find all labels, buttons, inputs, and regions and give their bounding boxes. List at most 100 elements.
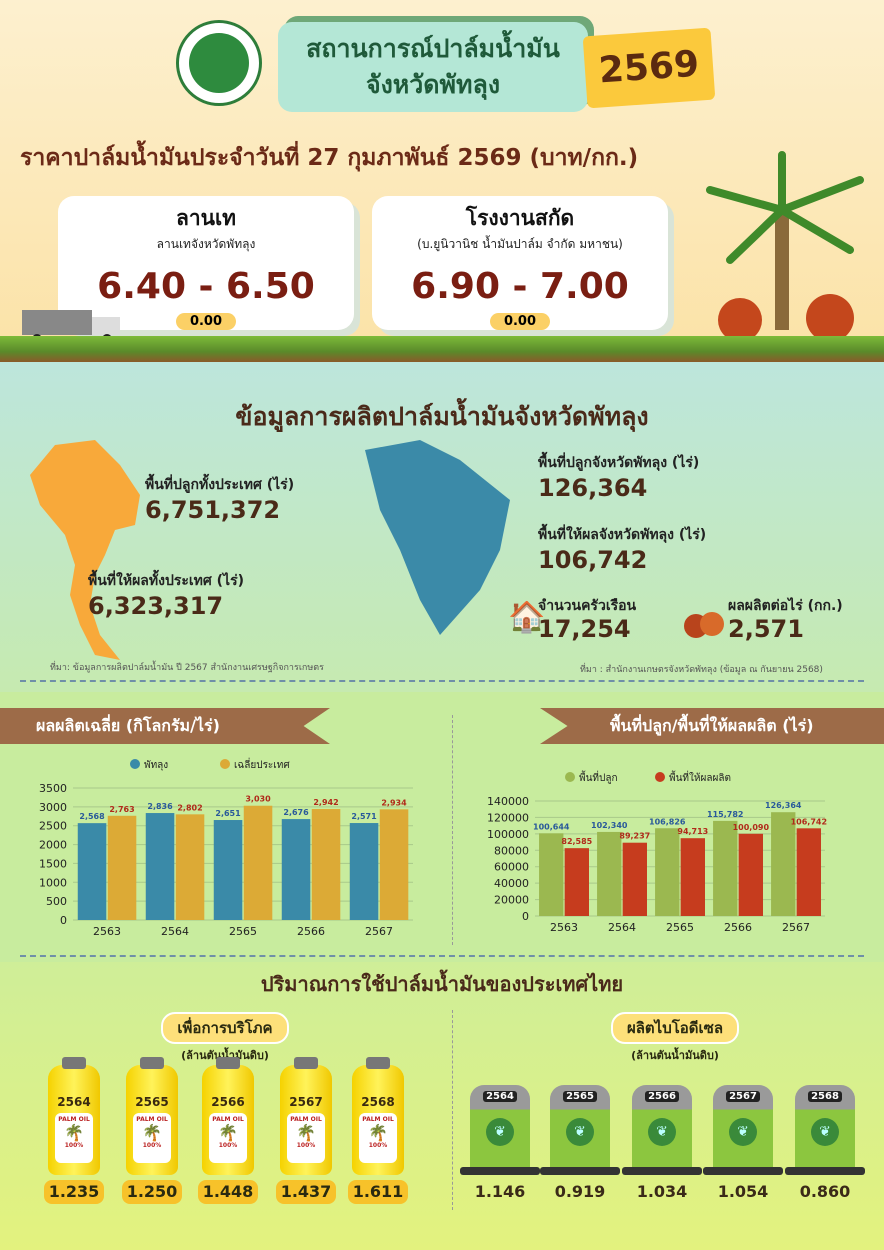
card-subtitle: (บ.ยูนิวานิช น้ำมันปาล์ม จำกัด มหาชน): [417, 237, 623, 251]
y-tick-label: 40000: [494, 877, 529, 890]
data-label: 2,568: [79, 812, 105, 821]
chart2-title: พื้นที่ปลูก/พื้นที่ให้ผลผลิต (ไร่): [540, 708, 884, 744]
prov-bearing-label: พื้นที่ให้ผลจังหวัดพัทลุง (ไร่): [538, 527, 707, 543]
bottle-label-text: PALM OIL: [58, 1116, 90, 1123]
biodiesel-value: 0.860: [799, 1182, 851, 1201]
data-label: 3,030: [245, 795, 271, 804]
x-tick-label: 2564: [161, 925, 189, 938]
bottle-label-text: PALM OIL: [362, 1116, 394, 1123]
consumption-value: 1.611: [348, 1180, 408, 1204]
x-tick-label: 2563: [93, 925, 121, 938]
palm-oil-label: PALM OIL 🌴 100%: [55, 1113, 93, 1163]
card-title: โรงงานสกัด: [465, 206, 575, 230]
title-line-2: จังหวัดพัทลุง: [365, 70, 501, 99]
consumption-value: 1.250: [122, 1180, 182, 1204]
price-card-mill: โรงงานสกัด (บ.ยูนิวานิช น้ำมันปาล์ม จำกั…: [372, 196, 668, 330]
bottle-pct: 100%: [64, 1142, 84, 1149]
usage-divider: [452, 1010, 453, 1210]
prov-area-value: 126,364: [538, 474, 648, 502]
palm-oil-label: PALM OIL 🌴 100%: [209, 1113, 247, 1163]
national-bearing-label: พื้นที่ให้ผลทั้งประเทศ (ไร่): [88, 573, 244, 589]
year-badge: 2569: [582, 27, 716, 109]
leaf-drop-icon: ❦: [566, 1118, 594, 1146]
bar-พื้นที่ปลูก: [713, 820, 738, 916]
bar-พัทลุง: [281, 819, 311, 920]
data-label: 102,340: [591, 821, 628, 830]
legend-label: เฉลี่ยประเทศ: [234, 757, 290, 771]
y-tick-label: 60000: [494, 861, 529, 874]
biodiesel-label: ผลิตไบโอดีเซล: [610, 1012, 740, 1044]
data-label: 2,651: [215, 809, 241, 818]
bottle-year: 2565: [135, 1095, 169, 1109]
palm-icon: 🌴: [64, 1123, 84, 1142]
data-label: 94,713: [677, 827, 708, 836]
bottle-label-text: PALM OIL: [136, 1116, 168, 1123]
palm-oil-label: PALM OIL 🌴 100%: [359, 1113, 397, 1163]
pump-year: 2568: [808, 1091, 842, 1102]
bottle-label-text: PALM OIL: [212, 1116, 244, 1123]
bar-เฉลี่ยประเทศ: [107, 815, 137, 920]
y-tick-label: 3500: [39, 782, 67, 795]
production-title: ข้อมูลการผลิตปาล์มน้ำมันจังหวัดพัทลุง: [235, 402, 649, 431]
bar-พื้นที่ให้ผลผลิต: [738, 833, 763, 916]
bottle-pct: 100%: [296, 1142, 316, 1149]
legend-swatch: [220, 759, 230, 769]
bar-พัทลุง: [145, 813, 175, 920]
y-tick-label: 100000: [487, 828, 529, 841]
bottle-cap: [216, 1057, 240, 1069]
y-tick-label: 500: [46, 895, 67, 908]
bottle-cap: [294, 1057, 318, 1069]
biodiesel-value: 1.054: [717, 1182, 769, 1201]
pump-base: [785, 1167, 865, 1175]
bottle-pct: 100%: [142, 1142, 162, 1149]
divider: [20, 680, 864, 682]
pump-base: [460, 1167, 540, 1175]
x-tick-label: 2566: [724, 921, 752, 934]
chart1-title: ผลผลิตเฉลี่ย (กิโลกรัม/ไร่): [0, 708, 330, 744]
fuel-pump: 2567 ❦: [713, 1085, 773, 1167]
leaf-drop-icon: ❦: [486, 1118, 514, 1146]
bar-เฉลี่ยประเทศ: [379, 809, 409, 920]
bar-เฉลี่ยประเทศ: [311, 809, 341, 920]
bar-พื้นที่ให้ผลผลิต: [796, 828, 821, 916]
pump-year: 2565: [563, 1091, 597, 1102]
data-label: 2,763: [109, 805, 134, 814]
households-value: 17,254: [538, 615, 631, 643]
x-tick-label: 2567: [365, 925, 393, 938]
y-tick-label: 3000: [39, 801, 67, 814]
y-tick-label: 2500: [39, 820, 67, 833]
palm-fruit-icon: [684, 612, 724, 638]
fuel-pump: 2568 ❦: [795, 1085, 855, 1167]
consumption-value: 1.448: [198, 1180, 258, 1204]
data-label: 106,742: [791, 817, 827, 826]
bottle-cap: [62, 1057, 86, 1069]
bottle-label-text: PALM OIL: [290, 1116, 322, 1123]
y-tick-label: 0: [522, 910, 529, 923]
bottle-pct: 100%: [368, 1142, 388, 1149]
pump-year: 2567: [726, 1091, 760, 1102]
data-label: 89,237: [619, 832, 650, 841]
price-card-yard: ลานเท ลานเทจังหวัดพัทลุง 6.40 - 6.50 0.0…: [58, 196, 354, 330]
fuel-pump: 2565 ❦: [550, 1085, 610, 1167]
leaf-drop-icon: ❦: [811, 1118, 839, 1146]
grass-strip: [0, 336, 884, 362]
legend-swatch: [130, 759, 140, 769]
data-label: 82,585: [561, 837, 592, 846]
data-label: 2,934: [381, 798, 407, 807]
bar-พัทลุง: [77, 823, 107, 920]
palm-icon: 🌴: [296, 1123, 316, 1142]
fuel-pump: 2566 ❦: [632, 1085, 692, 1167]
page-title: สถานการณ์ปาล์มน้ำมัน จังหวัดพัทลุง: [278, 22, 588, 112]
data-label: 2,676: [283, 808, 309, 817]
bar-พื้นที่ปลูก: [597, 831, 622, 916]
pump-base: [622, 1167, 702, 1175]
x-tick-label: 2564: [608, 921, 636, 934]
phatthalung-map: [365, 440, 510, 635]
palm-icon: 🌴: [368, 1123, 388, 1142]
y-tick-label: 140000: [487, 795, 529, 808]
national-area-label: พื้นที่ปลูกทั้งประเทศ (ไร่): [145, 477, 295, 493]
biodiesel-value: 1.146: [474, 1182, 526, 1201]
consumption-label: เพื่อการบริโภค: [161, 1012, 289, 1044]
card-price: 6.90 - 7.00: [411, 266, 629, 307]
biodiesel-unit: (ล้านตันน้ำมันดิบ): [631, 1049, 719, 1062]
